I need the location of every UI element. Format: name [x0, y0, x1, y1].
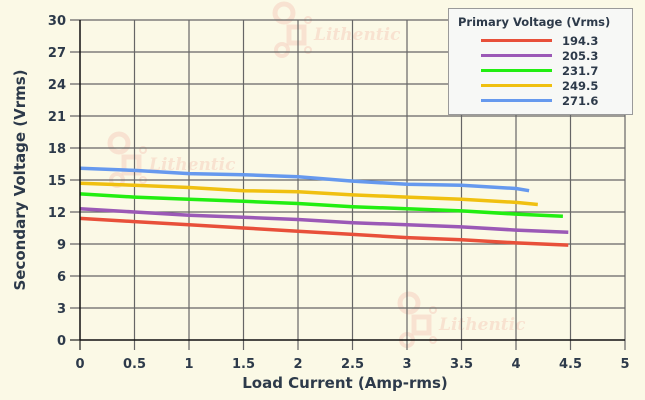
x-axis-label: Load Current (Amp-rms)	[242, 374, 448, 392]
y-tick-label: 24	[48, 78, 66, 93]
series-line-205.3	[79, 207, 569, 235]
watermark: Lithentic	[272, 1, 401, 58]
legend-title: Primary Voltage (Vrms)	[458, 15, 611, 29]
watermark-text: Lithentic	[438, 315, 526, 335]
legend-label: 194.3	[562, 33, 599, 48]
legend-swatch	[481, 69, 552, 72]
legend-label: 271.6	[562, 93, 599, 108]
legend-swatch	[481, 39, 552, 42]
x-tick-label: 4.5	[559, 357, 582, 372]
watermark-text: Lithentic	[148, 155, 236, 175]
watermark-text: Lithentic	[313, 25, 401, 45]
x-tick-label: 4	[511, 357, 520, 372]
series-line-249.5	[79, 181, 538, 207]
legend-label: 231.7	[562, 63, 599, 78]
axes: 0 0.5 1 1.5 2 2.5 3 3.5 4 4.5 5 0 3 6 9 12 15 18 21 24 27 30	[48, 14, 630, 372]
x-tick-label: 3.5	[450, 357, 473, 372]
legend-label: 205.3	[562, 48, 599, 63]
series-line-271.6	[79, 166, 530, 193]
x-tick-label: 5	[620, 357, 629, 372]
legend-swatch	[481, 99, 552, 102]
legend-item: 231.7	[481, 63, 632, 78]
legend-label: 249.5	[562, 78, 599, 93]
y-tick-label: 0	[57, 334, 66, 349]
watermark: Lithentic	[397, 291, 526, 348]
y-tick-label: 15	[48, 174, 66, 189]
y-tick-label: 21	[48, 110, 66, 125]
y-axis-label: Secondary Voltage (Vrms)	[11, 69, 29, 290]
y-tick-label: 3	[57, 302, 66, 317]
x-tick-label: 1	[184, 357, 193, 372]
x-tick-label: 1.5	[232, 357, 255, 372]
series-line-231.7	[79, 192, 563, 219]
y-tick-label: 12	[48, 206, 66, 221]
legend-item: 205.3	[481, 48, 632, 63]
series-lines	[79, 166, 569, 247]
x-tick-label: 0	[75, 357, 84, 372]
y-tick-label: 27	[48, 46, 66, 61]
legend-swatch	[481, 54, 552, 57]
x-tick-label: 2.5	[341, 357, 364, 372]
legend-item: 271.6	[481, 93, 632, 108]
y-tick-label: 18	[48, 142, 66, 157]
y-tick-label: 9	[57, 238, 66, 253]
x-tick-label: 0.5	[123, 357, 146, 372]
y-tick-label: 6	[57, 270, 66, 285]
x-tick-label: 2	[293, 357, 302, 372]
legend: Primary Voltage (Vrms) 194.3 205.3 231.7 24…	[448, 8, 633, 115]
x-tick-label: 3	[402, 357, 411, 372]
legend-item: 249.5	[481, 78, 632, 93]
legend-swatch	[481, 84, 552, 87]
watermark: Lithentic	[107, 131, 236, 188]
y-tick-label: 30	[48, 14, 66, 29]
series-line-194.3	[79, 216, 569, 247]
legend-item: 194.3	[481, 33, 632, 48]
